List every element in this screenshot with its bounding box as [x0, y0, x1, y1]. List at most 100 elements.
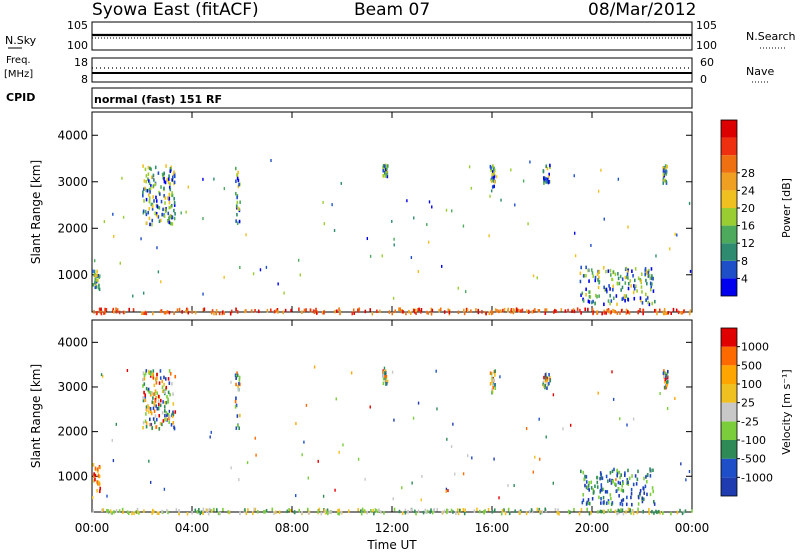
power-cell	[150, 175, 153, 179]
power-cell	[645, 292, 647, 297]
velocity-cell	[546, 381, 548, 385]
power-cell	[490, 311, 493, 316]
power-cell	[594, 278, 597, 283]
power-cell	[585, 265, 587, 270]
velocity-cell	[500, 511, 503, 516]
power-cell	[501, 308, 504, 313]
velocity-cell	[615, 489, 618, 493]
velocity-cell	[586, 500, 588, 505]
power-cell	[394, 309, 397, 313]
velocity-cell	[238, 378, 241, 382]
velocity-cell	[603, 509, 605, 514]
velocity-cell	[626, 477, 629, 482]
velocity-cell	[386, 379, 389, 384]
velocity-cell	[425, 510, 428, 514]
power-cell	[386, 164, 389, 168]
velocity-cell	[278, 510, 281, 515]
velocity-cell	[147, 410, 150, 414]
power-cell-sparse	[500, 198, 502, 202]
power-cell	[166, 310, 169, 314]
velocity-cell	[584, 483, 586, 488]
noise-right-tick-top: 105	[696, 19, 717, 32]
velocity-cell	[666, 369, 669, 374]
power-cell	[164, 196, 167, 200]
velocity-cell	[430, 508, 432, 512]
velocity-cell	[199, 511, 202, 516]
velocity-cell	[476, 507, 478, 512]
power-cell-sparse	[331, 203, 333, 207]
velocity-cell	[646, 492, 648, 497]
velocity-cell	[338, 511, 341, 516]
power-cell	[157, 215, 160, 219]
velocity-cell-sparse	[466, 454, 469, 458]
power-cell	[547, 175, 550, 179]
power-cell	[266, 308, 269, 313]
power-cell-sparse	[381, 254, 383, 258]
power-cell-sparse	[441, 264, 443, 268]
power-cell	[155, 195, 157, 200]
velocity-cell	[630, 487, 633, 492]
power-cell	[105, 307, 108, 312]
power-cell-sparse	[573, 231, 576, 235]
velocity-cell	[121, 507, 124, 512]
velocity-cell	[662, 511, 664, 515]
power-cell	[598, 294, 600, 298]
velocity-cell	[622, 511, 625, 516]
velocity-cell	[143, 382, 146, 386]
x-axis-label: Time UT	[366, 538, 417, 552]
power-cell	[645, 298, 647, 302]
velocity-cell	[133, 511, 135, 516]
power-colorbar-cell	[721, 243, 737, 261]
power-cell	[399, 307, 401, 311]
velocity-cell	[587, 484, 590, 488]
power-cell	[689, 309, 692, 313]
power-cell	[447, 308, 450, 312]
velocity-cell	[607, 501, 610, 505]
velocity-cell	[441, 510, 443, 515]
velocity-cell	[597, 510, 599, 514]
power-cell	[573, 309, 576, 314]
velocity-cell-sparse	[303, 440, 305, 444]
power-cell	[405, 311, 407, 316]
power-cell	[385, 167, 387, 172]
power-cell	[612, 308, 614, 313]
power-cell	[613, 309, 615, 314]
power-cell	[168, 185, 171, 190]
velocity-cell-sparse	[615, 478, 617, 482]
velocity-cell	[150, 391, 152, 395]
velocity-cell	[327, 511, 329, 516]
power-cell	[662, 181, 665, 185]
velocity-cell	[596, 480, 599, 485]
velocity-cell	[118, 509, 121, 513]
velocity-cell	[150, 411, 153, 416]
velocity-cell	[168, 381, 171, 385]
power-cell	[463, 308, 465, 313]
power-cell	[169, 169, 172, 174]
velocity-cell	[663, 369, 665, 373]
power-cell	[384, 163, 387, 168]
velocity-cell	[613, 467, 615, 472]
power-cell	[339, 309, 342, 314]
velocity-cell	[166, 413, 168, 417]
velocity-cell	[152, 401, 155, 405]
power-cell	[649, 281, 652, 286]
power-panel-frame	[91, 111, 693, 313]
velocity-cell	[178, 511, 180, 516]
power-cell	[609, 268, 612, 273]
power-cell	[152, 311, 154, 316]
velocity-cell	[145, 369, 148, 373]
velocity-cell	[361, 507, 364, 512]
velocity-cell	[102, 508, 105, 512]
velocity-colorbar-cell	[721, 440, 737, 459]
power-cell-sparse	[283, 291, 285, 295]
velocity-cell	[238, 426, 241, 430]
power-cell	[229, 311, 232, 316]
power-cell	[534, 308, 536, 312]
power-cell	[619, 311, 621, 315]
power-cell	[639, 308, 641, 312]
velocity-cell	[228, 510, 231, 515]
velocity-cell-sparse	[417, 401, 420, 405]
velocity-cell	[670, 511, 672, 516]
velocity-cell	[594, 484, 596, 488]
power-cell	[148, 187, 151, 192]
